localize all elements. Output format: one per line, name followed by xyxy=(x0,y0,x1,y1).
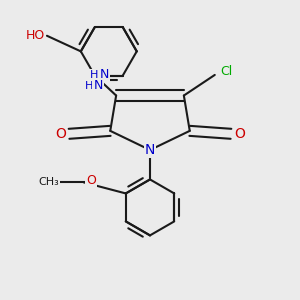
Text: CH₃: CH₃ xyxy=(38,177,59,188)
Text: N: N xyxy=(100,68,109,81)
Text: O: O xyxy=(86,174,96,188)
Text: O: O xyxy=(234,127,245,141)
Text: Cl: Cl xyxy=(220,65,233,79)
Text: H: H xyxy=(85,81,94,91)
Text: N: N xyxy=(145,143,155,157)
Text: H: H xyxy=(90,70,98,80)
Text: N: N xyxy=(93,79,103,92)
Text: HO: HO xyxy=(26,29,45,42)
Text: O: O xyxy=(55,127,66,141)
